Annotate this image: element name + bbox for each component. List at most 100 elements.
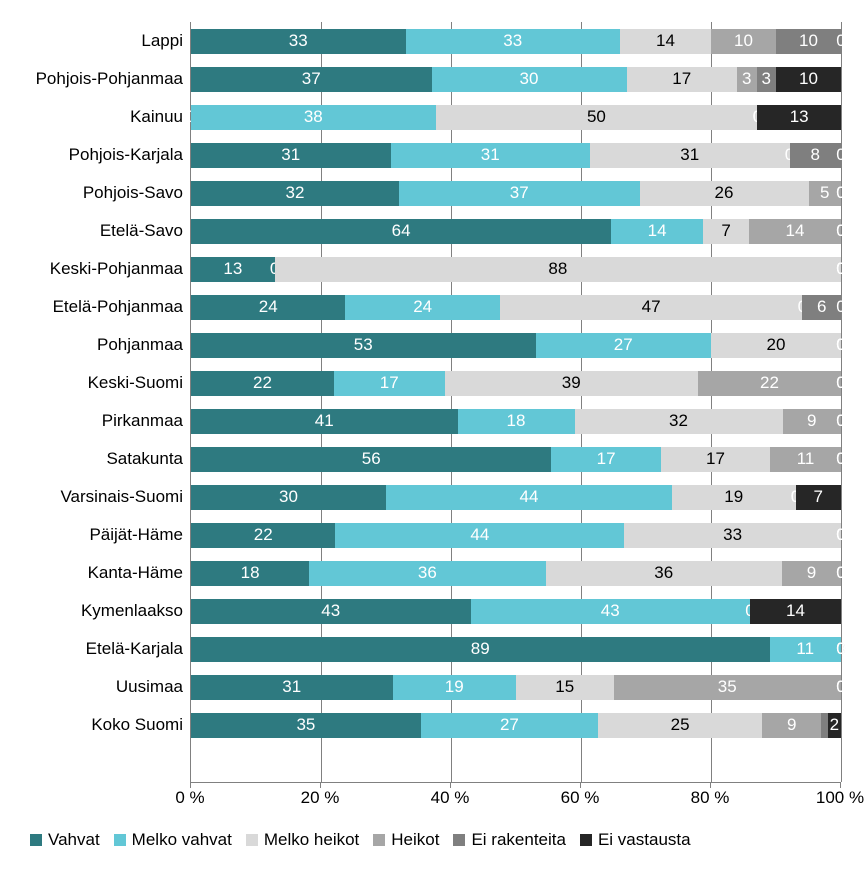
bar-row: 89110000 xyxy=(191,637,841,662)
bar-segment-heikot: 11 xyxy=(770,447,841,472)
bar-segment-melko_vahvat: 30 xyxy=(432,67,627,92)
gridline xyxy=(451,22,452,782)
bar-segment-value: 64 xyxy=(392,221,411,241)
bar-segment-melko_heikot: 31 xyxy=(590,143,790,168)
bar-segment-value: 14 xyxy=(786,601,805,621)
bar-segment-value: 31 xyxy=(481,145,500,165)
category-label: Keski-Pohjanmaa xyxy=(3,260,183,277)
plot-area: 3333141010037301733100385000133131310803… xyxy=(190,22,841,783)
bar-segment-value: 33 xyxy=(723,525,742,545)
bar-segment-melko_vahvat: 14 xyxy=(611,219,703,244)
bar-segment-value: 9 xyxy=(807,563,816,583)
bar-segment-melko_vahvat: 36 xyxy=(309,561,545,586)
legend-swatch xyxy=(453,834,465,846)
legend-swatch xyxy=(373,834,385,846)
legend-item-ei_vastausta: Ei vastausta xyxy=(580,830,691,850)
bar-segment-ei_vastausta: 13 xyxy=(757,105,841,130)
bar-row: 641471400 xyxy=(191,219,841,244)
legend-label: Melko heikot xyxy=(264,830,359,850)
category-label: Koko Suomi xyxy=(3,716,183,733)
bar-segment-value: 19 xyxy=(445,677,464,697)
bar-segment-value: 11 xyxy=(797,449,815,469)
bar-row: 434300014 xyxy=(191,599,841,624)
bar-row: 242447060 xyxy=(191,295,841,320)
bar-row: 224433000 xyxy=(191,523,841,548)
bar-segment-melko_vahvat: 37 xyxy=(399,181,640,206)
bar-segment-heikot: 9 xyxy=(782,561,841,586)
bar-row: 33331410100 xyxy=(191,29,841,54)
bar-segment-value: 7 xyxy=(721,221,730,241)
bar-segment-value: 35 xyxy=(718,677,737,697)
bar-row: 304419007 xyxy=(191,485,841,510)
bar-segment-value: 22 xyxy=(254,525,273,545)
bar-segment-melko_vahvat: 44 xyxy=(335,523,624,548)
category-label: Pohjanmaa xyxy=(3,336,183,353)
bar-segment-value: 20 xyxy=(767,335,786,355)
bar-segment-value: 2 xyxy=(830,715,839,735)
bar-segment-heikot: 5 xyxy=(809,181,842,206)
gridline xyxy=(711,22,712,782)
legend-item-vahvat: Vahvat xyxy=(30,830,100,850)
bar-segment-ei_rakenteita: 6 xyxy=(802,295,841,320)
bar-segment-vahvat: 56 xyxy=(191,447,551,472)
bar-row: 13088000 xyxy=(191,257,841,282)
x-tick-label: 60 % xyxy=(540,788,620,808)
bar-segment-value: 5 xyxy=(820,183,829,203)
bar-segment-value: 38 xyxy=(304,107,323,127)
bar-segment-heikot: 35 xyxy=(614,675,842,700)
bar-row: 183636900 xyxy=(191,561,841,586)
bar-segment-vahvat: 30 xyxy=(191,485,386,510)
bar-segment-value: 37 xyxy=(302,69,321,89)
category-label: Satakunta xyxy=(3,450,183,467)
bar-segment-vahvat: 22 xyxy=(191,371,334,396)
x-tick-label: 100 % xyxy=(800,788,865,808)
bar-segment-melko_heikot: 26 xyxy=(640,181,809,206)
bar-segment-value: 37 xyxy=(510,183,529,203)
bar-segment-value: 89 xyxy=(471,639,490,659)
bar-segment-value: 44 xyxy=(470,525,489,545)
legend-item-melko_heikot: Melko heikot xyxy=(246,830,359,850)
bar-segment-value: 47 xyxy=(642,297,661,317)
bar-segment-vahvat: 89 xyxy=(191,637,770,662)
legend-item-ei_rakenteita: Ei rakenteita xyxy=(453,830,566,850)
bar-segment-melko_vahvat: 24 xyxy=(345,295,499,320)
stacked-bar-chart: 3333141010037301733100385000133131310803… xyxy=(0,0,865,895)
legend-item-heikot: Heikot xyxy=(373,830,439,850)
bar-segment-melko_heikot: 14 xyxy=(620,29,711,54)
bar-segment-value: 31 xyxy=(281,145,300,165)
bar-segment-value: 3 xyxy=(762,69,771,89)
bar-segment-ei_rakenteita: 10 xyxy=(776,29,841,54)
bar-segment-melko_heikot: 19 xyxy=(672,485,796,510)
bar-segment-value: 56 xyxy=(362,449,381,469)
category-label: Päijät-Häme xyxy=(3,526,183,543)
bar-segment-value: 18 xyxy=(507,411,526,431)
bar-segment-melko_vahvat: 11 xyxy=(770,637,842,662)
bar-segment-value: 26 xyxy=(715,183,734,203)
bar-segment-melko_heikot: 33 xyxy=(624,523,841,548)
bar-segment-vahvat: 53 xyxy=(191,333,536,358)
bar-segment-value: 8 xyxy=(811,145,820,165)
bar-segment-melko_vahvat: 31 xyxy=(391,143,591,168)
x-tick-label: 80 % xyxy=(670,788,750,808)
bar-segment-value: 30 xyxy=(279,487,298,507)
bar-segment-melko_vahvat: 19 xyxy=(393,675,517,700)
legend-label: Heikot xyxy=(391,830,439,850)
category-label: Lappi xyxy=(3,32,183,49)
bar-row: 2217392200 xyxy=(191,371,841,396)
bar-segment-value: 32 xyxy=(669,411,688,431)
bar-segment-vahvat: 43 xyxy=(191,599,471,624)
bar-segment-melko_heikot: 25 xyxy=(598,713,762,738)
category-label: Etelä-Savo xyxy=(3,222,183,239)
bar-segment-value: 10 xyxy=(799,69,818,89)
category-label: Varsinais-Suomi xyxy=(3,488,183,505)
category-label: Pohjois-Karjala xyxy=(3,146,183,163)
bar-segment-value: 10 xyxy=(734,31,753,51)
legend-label: Vahvat xyxy=(48,830,100,850)
bar-segment-value: 22 xyxy=(253,373,272,393)
bar-segment-heikot: 9 xyxy=(783,409,842,434)
bar-segment-value: 19 xyxy=(724,487,743,507)
bar-segment-heikot: 22 xyxy=(698,371,841,396)
bar-segment-melko_heikot: 17 xyxy=(627,67,738,92)
bar-segment-value: 18 xyxy=(241,563,260,583)
bar-segment-value: 9 xyxy=(787,715,796,735)
